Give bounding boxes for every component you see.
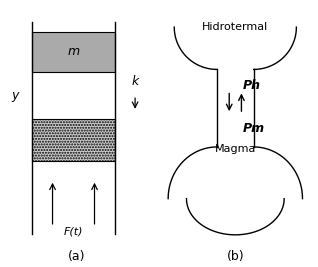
- Text: Hidrotermal: Hidrotermal: [202, 22, 268, 32]
- Text: Pm: Pm: [243, 122, 265, 135]
- Text: k: k: [131, 75, 139, 88]
- Text: Magma: Magma: [215, 144, 256, 154]
- Bar: [31, 119, 115, 161]
- Text: (a): (a): [67, 250, 85, 263]
- Text: y: y: [11, 89, 18, 102]
- Text: F(t): F(t): [64, 226, 83, 236]
- Text: (b): (b): [226, 250, 244, 263]
- Bar: [31, 32, 115, 72]
- Text: m: m: [67, 45, 80, 58]
- Text: Ph: Ph: [243, 79, 261, 92]
